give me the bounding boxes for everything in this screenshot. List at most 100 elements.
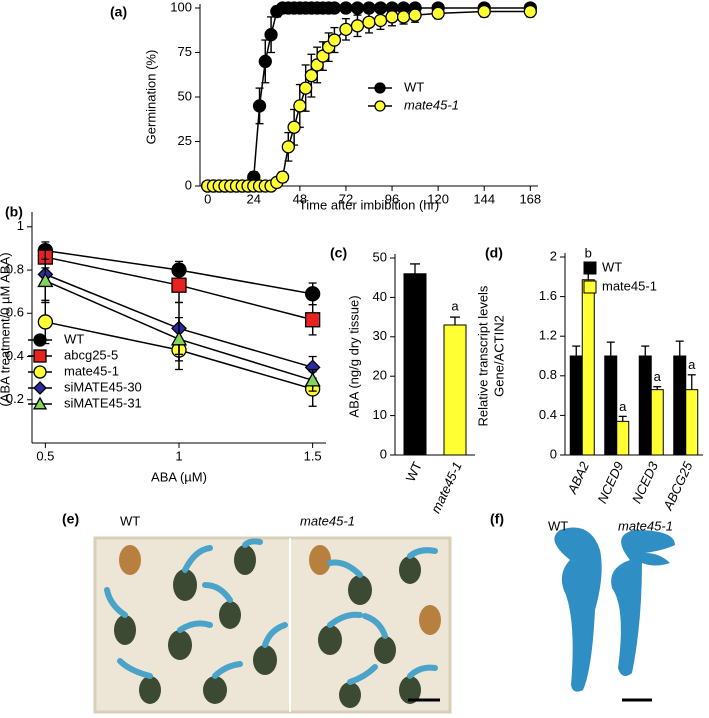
bar (638, 355, 652, 456)
x-tick-label: 144 (473, 191, 495, 206)
marker (408, 8, 422, 22)
legend-marker (33, 333, 47, 347)
significance-letter: a (619, 399, 627, 414)
legend-label: siMATE45-30 (64, 379, 142, 394)
x-tick-label: WT (403, 459, 425, 484)
bar (673, 355, 687, 456)
bar (403, 273, 427, 456)
x-tick-label: 24 (247, 191, 261, 206)
marker (339, 1, 353, 15)
panel-label: (c) (330, 245, 347, 261)
legend-label: siMATE45-31 (64, 395, 142, 410)
marker (298, 81, 313, 95)
legend-marker (33, 349, 47, 363)
significance-letter: b (585, 245, 592, 260)
panel-label: (e) (62, 511, 79, 527)
marker (396, 10, 411, 24)
marker (350, 19, 365, 33)
y-tick-label: 0.2 (6, 391, 24, 406)
image-caption: mate45-1 (618, 518, 673, 533)
marker (523, 4, 537, 19)
x-tick-label: NCED9 (594, 459, 626, 505)
y-tick-label: 0.8 (6, 261, 24, 276)
y-tick-label: 20 (373, 368, 387, 383)
marker (275, 170, 290, 184)
marker (304, 371, 321, 387)
legend-label: mate45-1 (602, 278, 657, 293)
panel-label: (f) (490, 511, 504, 527)
marker (362, 15, 376, 29)
photo-e (93, 536, 452, 714)
x-tick-label: mate45-1 (428, 459, 465, 515)
y-tick-label: 10 (373, 407, 387, 422)
y-tick-label: 0.8 (539, 367, 557, 382)
y-tick-label: 0.4 (539, 407, 557, 422)
y-axis-label: Gene/ACTIN2 (491, 315, 506, 397)
x-tick-label: 168 (519, 191, 541, 206)
bar (685, 389, 699, 456)
marker (287, 120, 301, 134)
marker (373, 13, 388, 28)
marker (431, 6, 445, 20)
image-caption: mate45-1 (300, 513, 355, 528)
legend-marker (33, 365, 47, 379)
marker (293, 99, 307, 113)
marker (264, 28, 278, 42)
x-axis-label: Time after imbibition (hr) (299, 197, 439, 212)
y-tick-label: 0 (380, 446, 387, 461)
marker (281, 140, 295, 154)
bar (569, 355, 583, 456)
image-caption: WT (120, 513, 140, 528)
significance-letter: a (654, 369, 662, 384)
marker (385, 10, 399, 24)
y-axis-label: Relative transcript levels (475, 285, 490, 426)
legend-swatch (583, 261, 597, 275)
y-tick-label: 50 (373, 249, 387, 264)
marker (37, 272, 54, 288)
legend-label: abcg25-5 (64, 347, 118, 362)
series-line (207, 7, 531, 187)
panel-label: (b) (5, 204, 23, 220)
series-line (207, 10, 531, 187)
marker (350, 1, 365, 15)
x-tick-label: 0.5 (36, 448, 54, 463)
image-caption: WT (548, 518, 568, 533)
y-tick-label: 1 (17, 218, 24, 233)
significance-letter: a (688, 357, 696, 372)
y-tick-label: 30 (373, 328, 387, 343)
y-axis-label: (ABA treatment/0 µM ABA) (0, 252, 12, 406)
y-tick-label: 0 (550, 446, 557, 461)
x-axis-label: ABA (µM) (151, 469, 207, 484)
marker (171, 277, 187, 293)
legend-marker (374, 82, 386, 94)
bar (443, 324, 467, 456)
legend-marker (32, 396, 48, 410)
x-tick-label: 120 (427, 191, 449, 206)
y-tick-label: 0.6 (6, 305, 24, 320)
y-axis-label: ABA (ng/g dry tissue) (346, 295, 361, 417)
y-tick-label: 2 (550, 248, 557, 263)
marker (327, 1, 342, 15)
x-tick-label: 1.5 (304, 448, 322, 463)
bar (616, 420, 630, 456)
x-tick-label: NCED3 (629, 459, 662, 506)
marker (304, 286, 321, 302)
marker (327, 33, 342, 47)
bar (650, 389, 664, 456)
y-tick-label: 0.4 (6, 348, 24, 363)
y-tick-label: 1.2 (539, 328, 557, 343)
y-tick-label: 100 (170, 0, 192, 14)
marker (252, 99, 267, 113)
x-tick-label: 96 (385, 191, 399, 206)
legend-swatch (583, 280, 597, 294)
legend-label: mate45-1 (64, 363, 119, 378)
y-axis-label: Germination (%) (143, 50, 158, 145)
y-tick-label: 50 (178, 88, 192, 103)
x-tick-label: 1 (175, 448, 182, 463)
marker (304, 312, 321, 328)
legend-marker (33, 381, 47, 395)
marker (304, 68, 319, 83)
bar (581, 279, 595, 456)
y-tick-label: 40 (373, 289, 387, 304)
marker (170, 330, 188, 346)
